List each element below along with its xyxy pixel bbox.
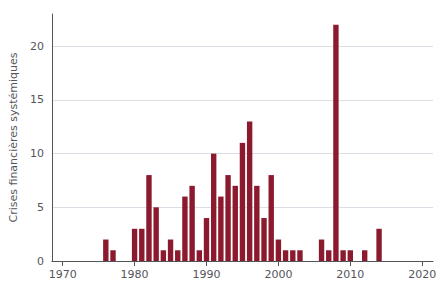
svg-text:2000: 2000	[264, 268, 292, 281]
svg-text:0: 0	[37, 255, 44, 268]
svg-text:1970: 1970	[49, 268, 77, 281]
svg-text:10: 10	[30, 147, 44, 160]
svg-text:2020: 2020	[408, 268, 436, 281]
svg-text:15: 15	[30, 93, 44, 106]
svg-text:5: 5	[37, 201, 44, 214]
svg-text:20: 20	[30, 40, 44, 53]
svg-text:1980: 1980	[121, 268, 149, 281]
svg-text:2010: 2010	[336, 268, 364, 281]
svg-text:Crises financières systémiques: Crises financières systémiques	[7, 52, 20, 222]
svg-text:1990: 1990	[192, 268, 220, 281]
